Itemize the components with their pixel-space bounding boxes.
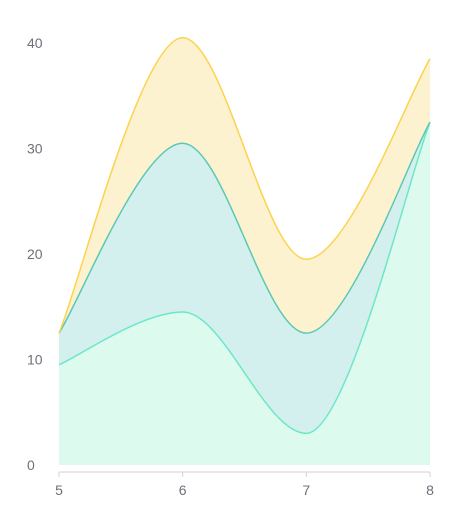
- series-3-line: [58, 36, 431, 334]
- x-tick-label: 6: [179, 482, 187, 498]
- y-axis-ticks: 0 10 20 30 40: [27, 35, 43, 473]
- series-1-line: [58, 121, 431, 435]
- x-axis-ticks: 5 6 7 8: [55, 472, 434, 498]
- series-2-area: [59, 122, 430, 434]
- y-tick-label: 20: [27, 246, 43, 262]
- y-tick-label: 30: [27, 141, 43, 157]
- x-tick-label: 5: [55, 482, 63, 498]
- series-1-area: [59, 122, 430, 465]
- y-tick-label: 10: [27, 352, 43, 368]
- series-lines: [58, 36, 431, 435]
- x-tick-label: 7: [302, 482, 310, 498]
- series-areas: [59, 37, 430, 465]
- series-2-line: [58, 121, 431, 334]
- y-tick-label: 0: [27, 457, 35, 473]
- series-3-area: [59, 37, 430, 334]
- y-tick-label: 40: [27, 35, 43, 51]
- x-tick-label: 8: [426, 482, 434, 498]
